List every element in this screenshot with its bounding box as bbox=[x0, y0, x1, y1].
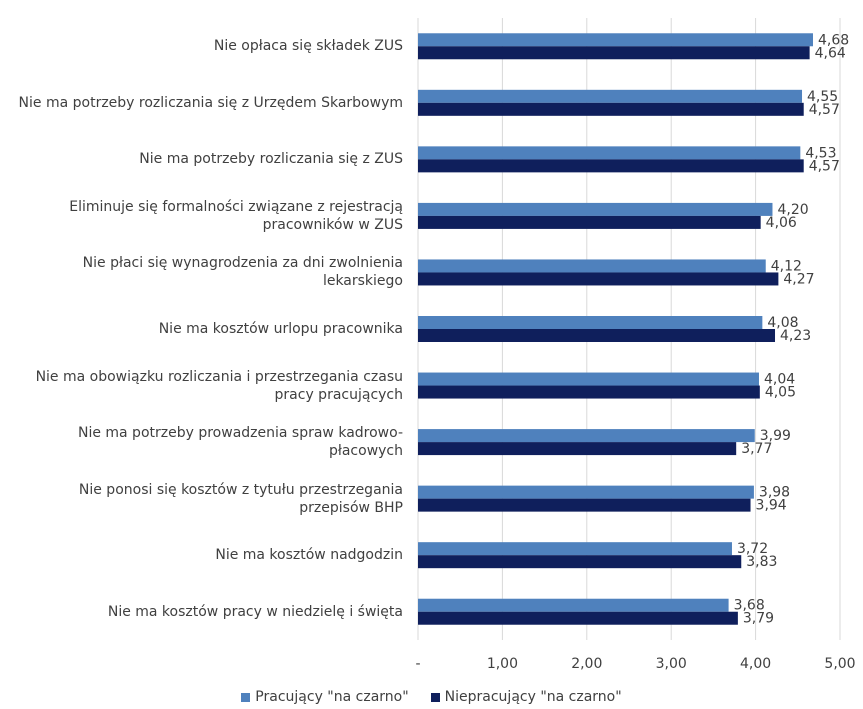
bar-2-5 bbox=[418, 329, 776, 342]
category-label-4-line-0: Nie płaci się wynagrodzenia za dni zwoln… bbox=[82, 255, 403, 272]
data-label-1-9: 3,72 bbox=[737, 541, 768, 557]
data-label-2-8: 3,94 bbox=[756, 498, 787, 514]
bar-2-2 bbox=[418, 159, 804, 173]
bar-1-5 bbox=[418, 316, 763, 329]
data-label-1-7: 3,99 bbox=[760, 428, 791, 444]
x-tick-label-0: - bbox=[415, 656, 420, 672]
legend: Pracujący "na czarno" Niepracujący "na c… bbox=[0, 689, 863, 705]
data-label-1-4: 4,12 bbox=[771, 258, 802, 274]
bar-1-4 bbox=[418, 259, 766, 273]
bar-1-1 bbox=[418, 89, 803, 103]
x-tick-label-1: 1,00 bbox=[487, 656, 518, 672]
legend-swatch-series-1 bbox=[241, 692, 251, 702]
category-label-7-line-0: Nie ma potrzeby prowadzenia spraw kadrow… bbox=[77, 425, 403, 442]
data-label-1-10: 3,68 bbox=[734, 598, 765, 614]
data-label-2-4: 4,27 bbox=[783, 271, 814, 287]
bar-2-1 bbox=[418, 102, 804, 116]
category-label-9-line-0: Nie ma kosztów nadgodzin bbox=[215, 547, 403, 564]
x-tick-label-4: 4,00 bbox=[740, 656, 771, 672]
category-label-4-line-1: lekarskiego bbox=[322, 273, 403, 290]
category-label-1-line-0: Nie ma potrzeby rozliczania się z Urzęde… bbox=[18, 94, 403, 111]
category-label-2-line-0: Nie ma potrzeby rozliczania się z ZUS bbox=[139, 151, 403, 168]
category-label-0-line-0: Nie opłaca się składek ZUS bbox=[213, 38, 403, 55]
bar-2-8 bbox=[418, 498, 751, 512]
legend-label-series-2: Niepracujący "na czarno" bbox=[444, 689, 622, 705]
x-tick-label-5: 5,00 bbox=[824, 656, 855, 672]
bar-1-7 bbox=[418, 429, 755, 443]
data-label-1-3: 4,20 bbox=[777, 202, 808, 218]
category-label-8: Nie ponosi się kosztów z tytułu przestrz… bbox=[0, 481, 403, 517]
category-label-6-line-1: pracy pracujących bbox=[274, 386, 403, 403]
data-label-1-8: 3,98 bbox=[759, 485, 790, 501]
bar-1-6 bbox=[418, 372, 759, 386]
x-tick-label-2: 2,00 bbox=[571, 656, 602, 672]
category-label-6: Nie ma obowiązku rozliczania i przestrze… bbox=[0, 368, 403, 404]
legend-label-series-1: Pracujący "na czarno" bbox=[255, 689, 409, 705]
bar-1-0 bbox=[418, 33, 813, 47]
data-label-1-1: 4,55 bbox=[807, 89, 838, 105]
bar-2-6 bbox=[418, 385, 760, 399]
data-label-1-6: 4,04 bbox=[764, 372, 795, 388]
bar-2-4 bbox=[418, 272, 779, 286]
data-label-1-2: 4,53 bbox=[805, 145, 836, 161]
category-label-6-line-0: Nie ma obowiązku rozliczania i przestrze… bbox=[35, 368, 403, 385]
legend-item-series-1: Pracujący "na czarno" bbox=[241, 689, 409, 705]
data-label-1-0: 4,68 bbox=[818, 32, 849, 48]
bar-2-9 bbox=[418, 555, 742, 569]
category-label-10-line-0: Nie ma kosztów pracy w niedzielę i święt… bbox=[107, 603, 403, 620]
data-label-2-1: 4,57 bbox=[809, 102, 840, 118]
bar-1-2 bbox=[418, 146, 801, 160]
data-label-2-7: 3,77 bbox=[741, 441, 772, 457]
category-label-5: Nie ma kosztów urlopu pracownika bbox=[0, 320, 403, 338]
data-label-2-9: 3,83 bbox=[746, 554, 777, 570]
bar-1-8 bbox=[418, 485, 754, 499]
category-label-5-line-0: Nie ma kosztów urlopu pracownika bbox=[158, 321, 403, 337]
bar-1-9 bbox=[418, 542, 732, 556]
bar-2-3 bbox=[418, 215, 761, 229]
category-label-3-line-1: pracowników w ZUS bbox=[262, 216, 403, 233]
data-label-2-0: 4,64 bbox=[815, 45, 846, 61]
category-label-7: Nie ma potrzeby prowadzenia spraw kadrow… bbox=[0, 424, 403, 460]
legend-item-series-2: Niepracujący "na czarno" bbox=[430, 689, 622, 705]
data-label-2-2: 4,57 bbox=[809, 158, 840, 174]
data-label-1-5: 4,08 bbox=[767, 315, 798, 331]
bar-1-10 bbox=[418, 598, 729, 612]
category-label-8-line-0: Nie ponosi się kosztów z tytułu przestrz… bbox=[78, 481, 403, 498]
category-label-9: Nie ma kosztów nadgodzin bbox=[0, 546, 403, 564]
data-label-2-3: 4,06 bbox=[766, 215, 797, 231]
category-label-3-line-0: Eliminuje się formalności związane z rej… bbox=[69, 198, 403, 215]
category-label-2: Nie ma potrzeby rozliczania się z ZUS bbox=[0, 150, 403, 168]
category-label-0: Nie opłaca się składek ZUS bbox=[0, 37, 403, 55]
category-label-1: Nie ma potrzeby rozliczania się z Urzęde… bbox=[0, 94, 403, 112]
category-label-3: Eliminuje się formalności związane z rej… bbox=[0, 198, 403, 234]
bar-2-7 bbox=[418, 442, 737, 456]
x-tick-label-3: 3,00 bbox=[656, 656, 687, 672]
category-label-10: Nie ma kosztów pracy w niedzielę i święt… bbox=[0, 603, 403, 621]
bar-2-10 bbox=[418, 611, 738, 625]
data-label-2-5: 4,23 bbox=[780, 328, 811, 344]
category-label-8-line-1: przepisów BHP bbox=[299, 499, 403, 516]
category-label-4: Nie płaci się wynagrodzenia za dni zwoln… bbox=[0, 254, 403, 290]
data-label-2-10: 3,79 bbox=[743, 611, 774, 627]
bar-2-0 bbox=[418, 46, 810, 60]
bar-1-3 bbox=[418, 202, 773, 216]
category-label-7-line-1: płacowych bbox=[328, 443, 403, 460]
data-label-2-6: 4,05 bbox=[765, 385, 796, 401]
legend-swatch-series-2 bbox=[430, 692, 440, 702]
